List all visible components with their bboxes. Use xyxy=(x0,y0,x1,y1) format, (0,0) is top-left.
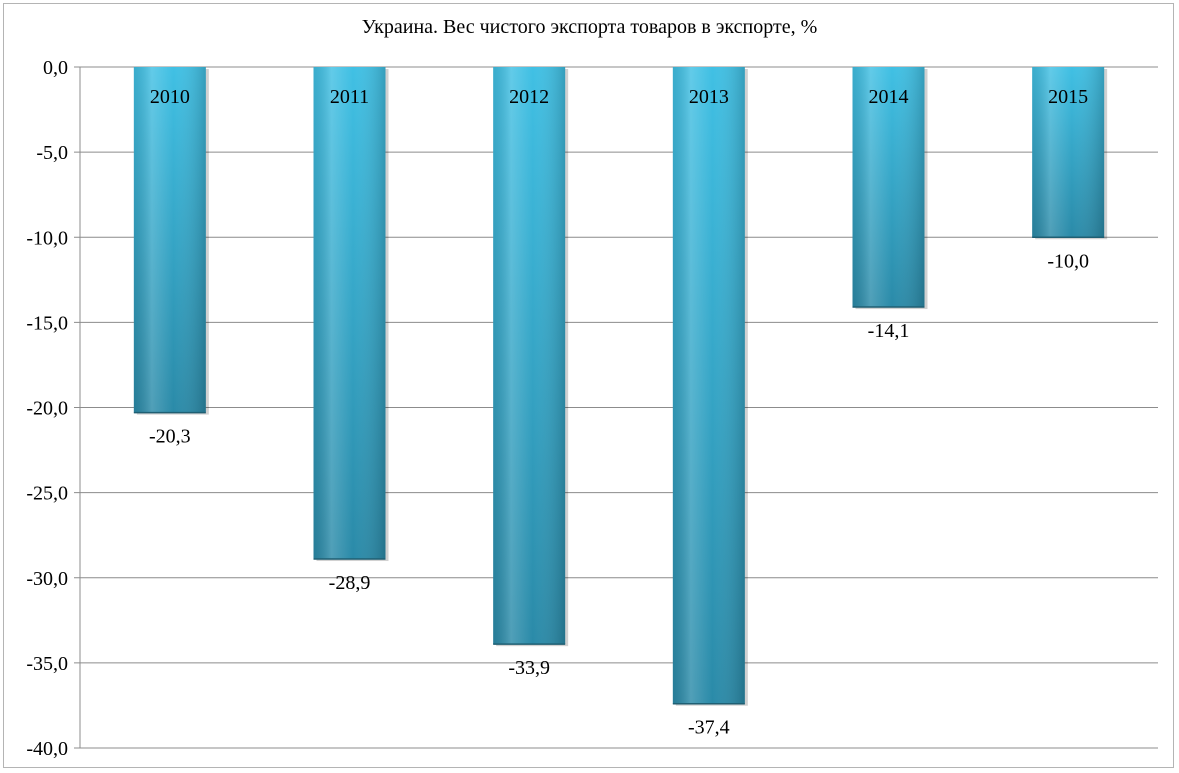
y-tick-label: -35,0 xyxy=(26,653,68,675)
y-tick-label: -15,0 xyxy=(26,312,68,334)
value-label: -37,4 xyxy=(688,717,730,739)
bar-shading xyxy=(672,67,745,704)
bar-shading xyxy=(1032,67,1105,238)
category-label: 2011 xyxy=(330,86,369,108)
bar-shading xyxy=(313,67,386,560)
value-label: -14,1 xyxy=(868,320,910,342)
category-label: 2012 xyxy=(509,86,549,108)
bar-shading xyxy=(133,67,206,413)
bars xyxy=(133,67,1108,706)
bar-shading xyxy=(852,67,925,308)
y-tick-label: -5,0 xyxy=(36,142,68,164)
y-tick-label: 0,0 xyxy=(43,57,68,79)
category-label: 2013 xyxy=(689,86,729,108)
category-label: 2014 xyxy=(869,86,909,108)
y-axis-ticks: 0,0 -5,0 -10,0 -15,0 -20,0 -25,0 -30,0 -35,0 -40… xyxy=(26,57,68,760)
y-tick-label: -25,0 xyxy=(26,483,68,505)
bar-shading xyxy=(493,67,566,645)
category-label: 2015 xyxy=(1048,86,1088,108)
y-tick-label: -10,0 xyxy=(26,227,68,249)
y-tick-label: -40,0 xyxy=(26,738,68,760)
gridlines xyxy=(74,66,1158,749)
category-label: 2010 xyxy=(150,86,190,108)
value-label: -10,0 xyxy=(1047,250,1089,272)
value-label: -33,9 xyxy=(508,657,550,679)
labels: 2010 -20,3 2011 -28,9 2012 -33,9 2013 -37,4 2014… xyxy=(149,86,1089,739)
chart-title: Украина. Вес чистого экспорта товаров в … xyxy=(361,16,818,38)
value-label: -28,9 xyxy=(329,572,371,594)
y-tick-label: -20,0 xyxy=(26,398,68,420)
y-tick-label: -30,0 xyxy=(26,568,68,590)
value-label: -20,3 xyxy=(149,426,191,448)
